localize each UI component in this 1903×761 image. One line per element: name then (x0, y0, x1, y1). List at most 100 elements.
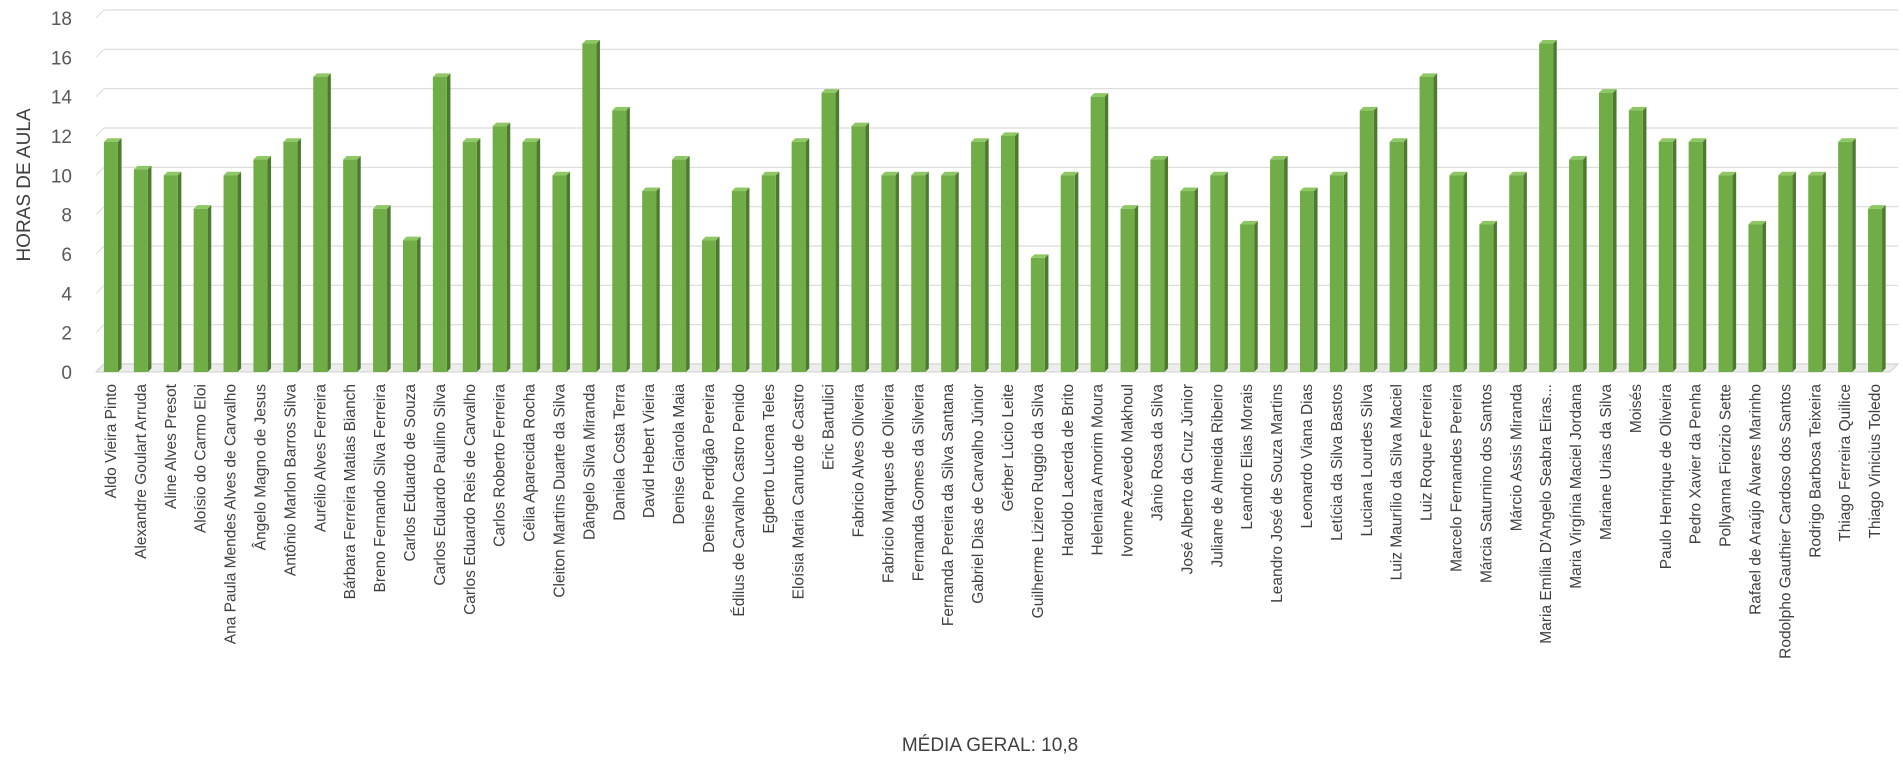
bar-front (552, 175, 567, 372)
bar-front (851, 126, 866, 373)
bar-front (1449, 175, 1464, 372)
bar (1868, 205, 1886, 372)
bar (1808, 171, 1826, 372)
x-tick-label: Luiz Maurílio da Silva Maciel (1389, 384, 1406, 580)
chart-floor (94, 363, 1900, 373)
bar-side (1523, 171, 1527, 372)
bar-front (1150, 159, 1165, 372)
bar (253, 156, 272, 372)
bar-side (1822, 171, 1826, 372)
bar-top (642, 187, 660, 192)
bar-side (117, 138, 122, 372)
bar (1419, 73, 1438, 373)
gridline-depth (95, 166, 105, 176)
bar-top (1000, 132, 1019, 136)
gridline-depth (95, 284, 105, 294)
gridline-depth (95, 245, 105, 255)
bar-side (177, 171, 182, 372)
bar-top (193, 205, 212, 209)
bar-front (223, 175, 238, 372)
bar-top (103, 138, 122, 142)
bar-side (237, 171, 242, 372)
bar-top (1449, 171, 1468, 176)
bar-top (1329, 171, 1348, 176)
bar-front (432, 77, 447, 372)
bar-front (1688, 141, 1703, 372)
bar-top (1598, 89, 1617, 93)
bar-side (147, 165, 152, 372)
gridlines (95, 9, 1898, 373)
bar (1688, 138, 1707, 372)
x-tick-label: Fernanda Pereira da Silva Santana (940, 384, 957, 627)
x-tick-label: Breno Fernando Silva Ferreira (372, 384, 389, 593)
bar-front (971, 141, 986, 372)
x-tick-label: Leonardo Viana Dias (1299, 384, 1316, 529)
bar (552, 171, 571, 372)
bar-top (163, 171, 182, 176)
bar (373, 205, 391, 372)
bar-side (1194, 187, 1198, 372)
bar-side (566, 171, 571, 372)
bar (1778, 171, 1796, 372)
bar (791, 138, 810, 372)
bar (1000, 132, 1019, 372)
bar-top (1270, 156, 1288, 160)
bar-top (1569, 156, 1587, 160)
bar-top (731, 187, 750, 192)
y-tick-label: 6 (61, 245, 72, 266)
x-tick-label: Carlos Eduardo Reis de Carvalho (462, 384, 479, 615)
bar-side (1254, 220, 1258, 372)
bar-side (805, 138, 810, 372)
bar (103, 138, 122, 372)
bar (1299, 187, 1318, 372)
bar (193, 205, 212, 372)
x-tick-label: Bárbara Ferreira Matias Bianch (342, 384, 359, 599)
bar-top (1210, 171, 1228, 176)
bar (1270, 156, 1288, 372)
bar-top (612, 106, 630, 111)
bar-top (701, 236, 720, 241)
bar-side (1612, 89, 1617, 372)
bar (343, 156, 361, 372)
bar-side (1553, 39, 1557, 372)
bar-front (1419, 77, 1434, 372)
gridline-depth (95, 88, 105, 98)
x-tick-label: José Alberto da Cruz Júnior (1179, 384, 1196, 574)
bar-side (387, 205, 391, 372)
bar-side (207, 205, 212, 372)
bar-top (1150, 156, 1169, 160)
bar-side (267, 156, 272, 372)
bar-side (446, 73, 451, 373)
bar-side (835, 89, 840, 372)
bar (1838, 138, 1856, 372)
bar (1509, 171, 1527, 372)
bar (1718, 171, 1737, 372)
bar (1060, 171, 1079, 372)
bar-top (1090, 93, 1109, 97)
bar-side (1134, 205, 1139, 372)
y-tick-label: 14 (51, 88, 73, 109)
bar-top (253, 156, 272, 160)
gridline-depth (95, 127, 105, 137)
bar (582, 39, 600, 373)
bar-front (672, 159, 687, 372)
bar-side (895, 171, 899, 372)
bar-side (357, 156, 361, 372)
bar-front (343, 159, 358, 372)
x-tick-label: Egberto Lucena Teles (761, 384, 778, 534)
bar-front (1210, 175, 1225, 372)
bar-front (1359, 110, 1374, 372)
bar-top (432, 73, 451, 77)
x-tick-label: Maria Virgínia Maciel Jordana (1568, 384, 1585, 589)
bar-side (1284, 156, 1288, 372)
bar-front (1240, 224, 1255, 372)
bar-side (1732, 171, 1737, 372)
bar-front (701, 240, 716, 372)
bar-top (223, 171, 242, 176)
x-tick-label: Luciana Lourdes Silva (1359, 384, 1376, 537)
bar-side (656, 187, 660, 372)
bar-top (1509, 171, 1527, 176)
bar (1329, 171, 1348, 372)
x-tick-label: Carlos Eduardo de Souza (402, 384, 419, 562)
bar-side (686, 156, 690, 372)
